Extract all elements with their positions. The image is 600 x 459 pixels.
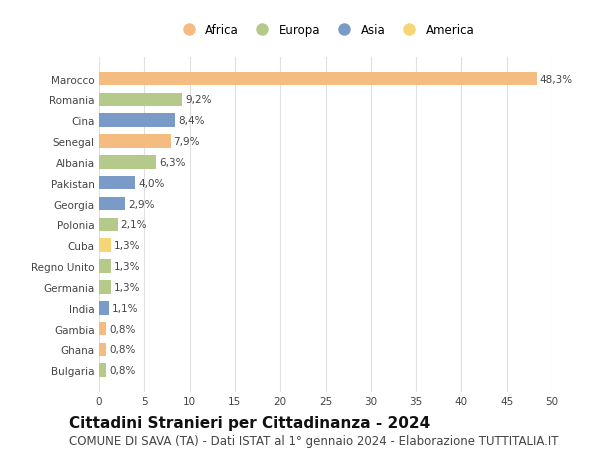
Bar [99, 322, 106, 336]
Text: 2,9%: 2,9% [128, 199, 154, 209]
Bar [99, 93, 182, 107]
Bar [99, 280, 111, 294]
Text: 1,3%: 1,3% [113, 262, 140, 271]
Text: 0,8%: 0,8% [109, 324, 136, 334]
Text: 1,3%: 1,3% [113, 241, 140, 251]
Text: 1,1%: 1,1% [112, 303, 138, 313]
Text: Cittadini Stranieri per Cittadinanza - 2024: Cittadini Stranieri per Cittadinanza - 2… [69, 415, 430, 431]
Text: 0,8%: 0,8% [109, 345, 136, 355]
Text: 2,1%: 2,1% [121, 220, 147, 230]
Bar [99, 343, 106, 357]
Legend: Africa, Europa, Asia, America: Africa, Europa, Asia, America [172, 20, 479, 42]
Bar [99, 156, 156, 169]
Text: 1,3%: 1,3% [113, 282, 140, 292]
Bar [99, 135, 170, 149]
Text: 8,4%: 8,4% [178, 116, 205, 126]
Bar [99, 260, 111, 273]
Text: 6,3%: 6,3% [159, 157, 185, 168]
Bar [99, 114, 175, 128]
Text: 9,2%: 9,2% [185, 95, 212, 105]
Bar [99, 239, 111, 252]
Bar [99, 73, 536, 86]
Bar [99, 301, 109, 315]
Bar [99, 364, 106, 377]
Bar [99, 177, 135, 190]
Bar [99, 197, 125, 211]
Text: 48,3%: 48,3% [539, 74, 572, 84]
Text: 0,8%: 0,8% [109, 365, 136, 375]
Text: 7,9%: 7,9% [173, 137, 200, 147]
Text: 4,0%: 4,0% [138, 179, 164, 188]
Text: COMUNE DI SAVA (TA) - Dati ISTAT al 1° gennaio 2024 - Elaborazione TUTTITALIA.IT: COMUNE DI SAVA (TA) - Dati ISTAT al 1° g… [69, 434, 559, 447]
Bar [99, 218, 118, 232]
